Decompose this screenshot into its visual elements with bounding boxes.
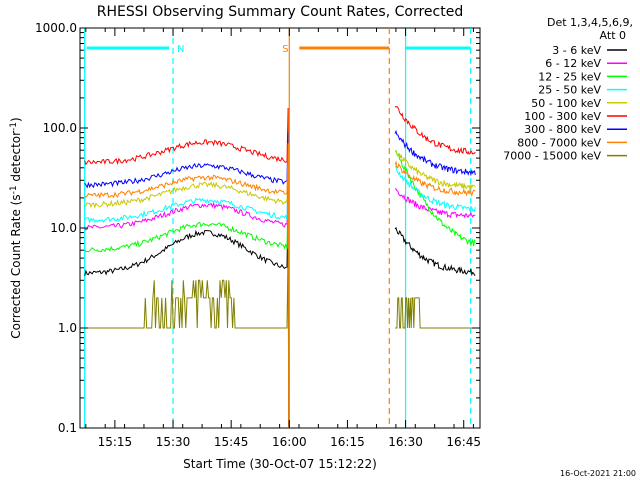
x-tick-label: 15:45 (214, 435, 249, 449)
y-axis-ticks: 0.1 1.0 10.0 100.0 1000.0 (35, 21, 480, 435)
x-tick-label: 15:15 (98, 435, 133, 449)
x-tick-label: 15:30 (156, 435, 191, 449)
y-axis-label-part2: detector (9, 131, 23, 186)
interval-label: S (282, 44, 288, 55)
x-tick-label: 16:45 (446, 435, 481, 449)
legend-entry-label: 300 - 800 keV (524, 123, 601, 136)
x-tick-label: 16:00 (272, 435, 307, 449)
y-tick-label: 1000.0 (35, 21, 77, 35)
y-axis-label-sup1: -1 (9, 185, 19, 194)
legend-entry-label: 25 - 50 keV (538, 84, 601, 97)
x-tick-label: 16:30 (388, 435, 423, 449)
series-line (84, 250, 476, 428)
legend-header-line1: Det 1,3,4,5,6,9, (547, 16, 633, 29)
y-axis-label-part3: ) (9, 117, 23, 122)
interval-label: N (177, 44, 184, 55)
legend-header-line2: Att 0 (600, 29, 626, 42)
series-lines (84, 105, 476, 428)
y-tick-label: 1.0 (58, 321, 77, 335)
series-line (84, 129, 476, 428)
x-axis-ticks: 15:15 15:30 15:45 16:00 16:15 16:30 16:45 (85, 28, 481, 449)
y-axis-label: Corrected Count Rate (s-1 detector-1) (9, 117, 23, 338)
series-line (84, 105, 476, 428)
legend-entry-label: 7000 - 15000 keV (503, 150, 601, 163)
legend-entry-label: 800 - 7000 keV (517, 136, 601, 149)
legend-entry-label: 50 - 100 keV (531, 97, 601, 110)
y-axis-label-part1: Corrected Count Rate (s (9, 194, 23, 338)
legend-entry-label: 100 - 300 keV (524, 110, 601, 123)
series-line (84, 150, 476, 428)
series-line (84, 198, 476, 428)
y-tick-label: 10.0 (50, 221, 77, 235)
y-tick-label: 0.1 (58, 421, 77, 435)
generated-timestamp: 16-Oct-2021 21:00 (560, 469, 636, 478)
x-tick-label: 16:15 (330, 435, 365, 449)
series-line (84, 165, 476, 428)
series-line (84, 170, 476, 428)
legend-entry-label: 3 - 6 keV (552, 44, 601, 57)
legend-entry-label: 6 - 12 keV (545, 57, 601, 70)
y-axis-label-sup2: -1 (9, 122, 19, 131)
series-line (84, 143, 476, 428)
legend-entry-label: 12 - 25 keV (538, 70, 601, 83)
y-tick-label: 100.0 (43, 121, 77, 135)
x-axis-label: Start Time (30-Oct-07 15:12:22) (183, 457, 377, 471)
series-line (84, 150, 476, 428)
chart-title: RHESSI Observing Summary Count Rates, Co… (97, 4, 463, 20)
